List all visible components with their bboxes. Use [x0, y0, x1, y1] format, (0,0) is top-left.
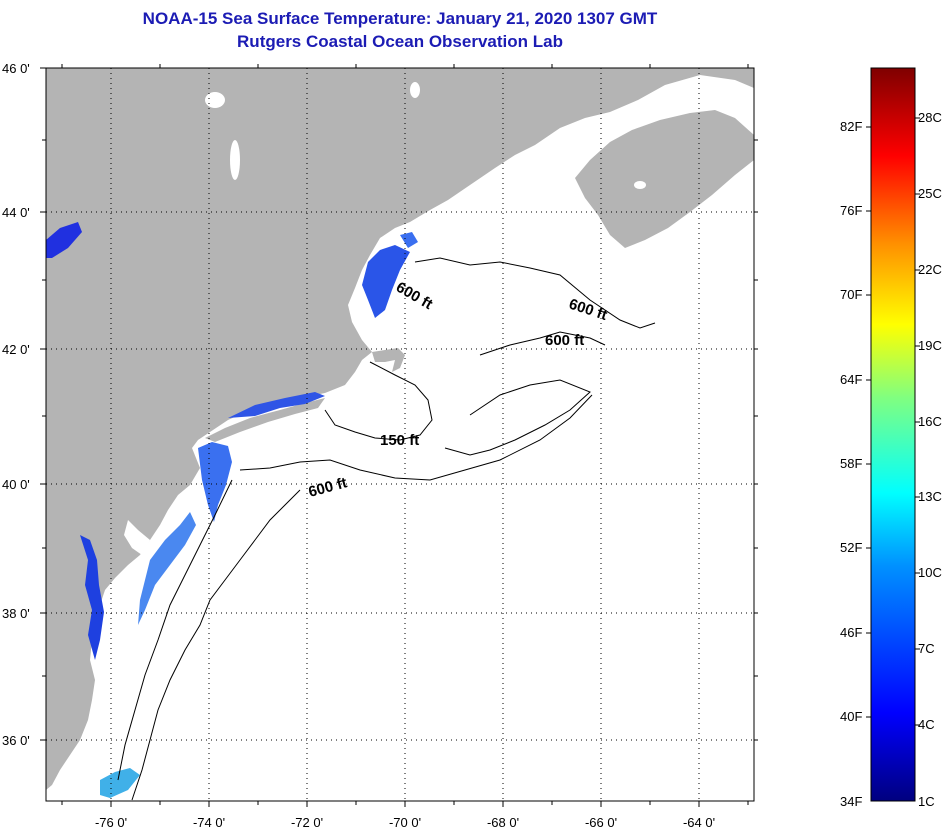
colorbar-f-label: 70F [840, 287, 862, 302]
lat-tick-label: 46 0' [2, 61, 30, 76]
contour-label: 150 ft [380, 432, 419, 449]
colorbar-c-label: 10C [918, 565, 942, 580]
delaware-bay [124, 520, 150, 555]
contour-600ft-gulf [414, 257, 656, 329]
contour-600ft-shelf [239, 394, 593, 481]
sst-nj-coast-patch [138, 512, 196, 625]
map-title: NOAA-15 Sea Surface Temperature: January… [142, 9, 658, 28]
sst-gulf-of-maine-patch [362, 245, 410, 318]
sst-nc-coast-patch [100, 768, 140, 798]
lake [205, 92, 225, 108]
colorbar-f-label: 82F [840, 119, 862, 134]
sst-maine-coast-patch [400, 232, 418, 248]
colorbar-f-label: 34F [840, 794, 862, 809]
lon-tick-label: -76 0' [95, 815, 127, 830]
colorbar-c-label: 19C [918, 338, 942, 353]
contour-georges-bank [444, 379, 591, 456]
contour-600ft-georges [479, 331, 606, 356]
lon-tick-label: -74 0' [193, 815, 225, 830]
colorbar-f-label: 58F [840, 456, 862, 471]
colorbar-c-label: 13C [918, 489, 942, 504]
axis-ticks [40, 64, 758, 807]
colorbar-f-label: 46F [840, 625, 862, 640]
colorbar-f-label: 76F [840, 203, 862, 218]
colorbar-c-label: 4C [918, 717, 935, 732]
lat-tick-label: 40 0' [2, 477, 30, 492]
us-mainland [46, 68, 754, 790]
chesapeake-bay [80, 535, 104, 660]
graticule [46, 68, 754, 801]
contour-inner-shelf [117, 479, 233, 781]
sst-ny-bight-patch [198, 442, 232, 522]
contour-label: 600 ft [545, 332, 584, 349]
lat-tick-label: 36 0' [2, 733, 30, 748]
lat-tick-label: 42 0' [2, 342, 30, 357]
sst-long-island-sound [228, 392, 325, 418]
map-frame [45, 67, 755, 802]
colorbar-c-label: 25C [918, 186, 942, 201]
lake-champlain [230, 140, 240, 180]
lon-tick-label: -68 0' [487, 815, 519, 830]
colorbar-f-label: 40F [840, 709, 862, 724]
nova-scotia [575, 110, 754, 248]
lon-tick-label: -66 0' [585, 815, 617, 830]
colorbar-f-label: 64F [840, 372, 862, 387]
contour-150ft [324, 361, 433, 441]
colorbar-f-label: 52F [840, 540, 862, 555]
lake [634, 181, 646, 189]
long-island [205, 398, 325, 442]
colorbar [870, 67, 916, 802]
colorbar-c-label: 16C [918, 414, 942, 429]
colorbar-c-label: 28C [918, 110, 942, 125]
cape-cod [372, 348, 405, 372]
lat-tick-label: 38 0' [2, 606, 30, 621]
lake [410, 82, 420, 98]
map-subtitle: Rutgers Coastal Ocean Observation Lab [237, 32, 563, 51]
colorbar-c-label: 1C [918, 794, 935, 809]
contour-shelf-break [131, 489, 301, 801]
colorbar-ticks [866, 117, 920, 726]
colorbar-c-label: 22C [918, 262, 942, 277]
lon-tick-label: -70 0' [389, 815, 421, 830]
lat-tick-label: 44 0' [2, 205, 30, 220]
lon-tick-label: -64 0' [683, 815, 715, 830]
lake-ontario [46, 222, 82, 258]
colorbar-c-label: 7C [918, 641, 935, 656]
lon-tick-label: -72 0' [291, 815, 323, 830]
